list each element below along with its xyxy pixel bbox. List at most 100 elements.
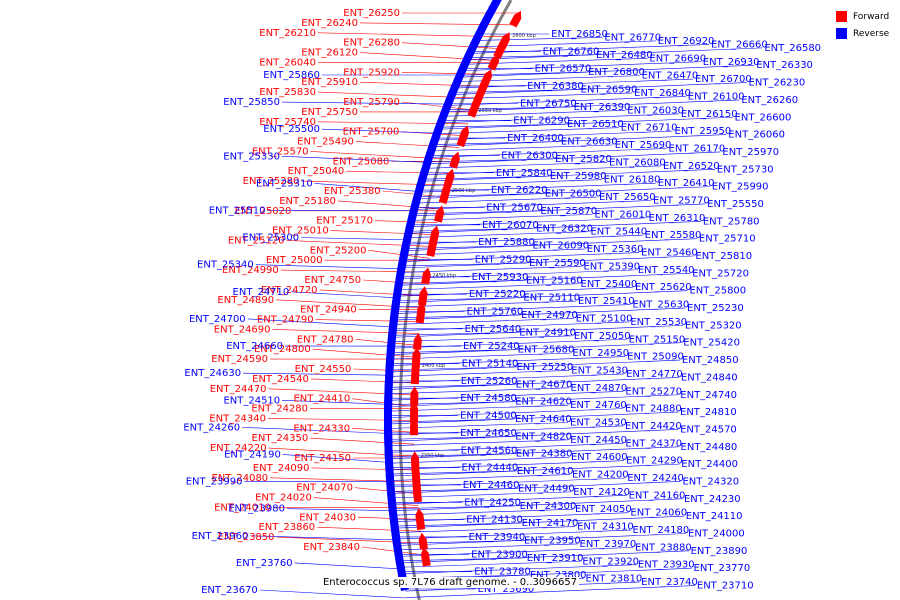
legend-reverse-label: Reverse	[853, 28, 890, 39]
forward-label-connector	[357, 517, 420, 520]
reverse-label-connector	[414, 200, 652, 210]
reverse-gene-label: ENT_25090	[627, 352, 684, 363]
reverse-label-connector	[416, 186, 710, 199]
reverse-gene-label: ENT_24290	[626, 456, 683, 467]
reverse-gene-label: ENT_24000	[688, 529, 745, 540]
forward-label-connector	[352, 428, 415, 433]
forward-gene-label: ENT_24780	[297, 334, 354, 345]
reverse-gene-label: ENT_23740	[641, 577, 698, 588]
reverse-gene-label: ENT_25320	[685, 320, 742, 331]
forward-gene-label: ENT_23860	[258, 522, 315, 533]
forward-feature	[443, 168, 455, 189]
reverse-gene-label: ENT_25810	[695, 251, 752, 262]
reverse-gene-label: ENT_24050	[575, 504, 632, 515]
reverse-label-connector	[301, 237, 408, 240]
reverse-label-connector	[282, 399, 389, 405]
reverse-label-connector	[387, 411, 679, 425]
reverse-gene-label: ENT_24610	[517, 466, 574, 477]
reverse-label-connector	[396, 290, 688, 303]
reverse-label-connector	[391, 325, 683, 338]
reverse-gene-label: ENT_23760	[236, 558, 293, 569]
forward-gene-label: ENT_24590	[211, 354, 268, 365]
reverse-gene-label: ENT_26070	[482, 220, 539, 231]
forward-gene-label: ENT_25280	[243, 176, 300, 187]
reverse-gene-label: ENT_26660	[711, 39, 768, 50]
reverse-gene-label: ENT_25270	[625, 386, 682, 397]
reverse-label-connector	[390, 338, 627, 349]
reverse-gene-label: ENT_26570	[535, 64, 592, 75]
reverse-gene-label: ENT_24440	[462, 463, 519, 474]
reverse-gene-label: ENT_25580	[645, 230, 702, 241]
reverse-label-connector	[469, 44, 710, 54]
forward-swatch-icon	[836, 11, 847, 22]
forward-gene-label: ENT_26250	[343, 8, 400, 19]
reverse-gene-label: ENT_24180	[633, 525, 690, 536]
reverse-gene-label: ENT_26080	[609, 157, 666, 168]
reverse-label-connector	[454, 78, 694, 89]
forward-gene-label: ENT_24150	[294, 453, 351, 464]
forward-feature	[456, 125, 470, 148]
reverse-gene-label: ENT_23890	[691, 546, 748, 557]
reverse-label-connector	[393, 307, 686, 321]
gene-features	[384, 0, 522, 591]
forward-gene-label: ENT_25040	[288, 166, 345, 177]
reverse-gene-label: ENT_26290	[513, 116, 570, 127]
reverse-label-connector	[431, 144, 613, 152]
reverse-label-connector	[434, 130, 673, 141]
reverse-gene-label: ENT_24580	[460, 393, 517, 404]
reverse-label-connector	[388, 377, 679, 390]
reverse-gene-label: ENT_24600	[571, 452, 628, 463]
reverse-label-connector	[387, 408, 624, 418]
reverse-gene-label: ENT_25690	[615, 140, 672, 151]
forward-feature	[426, 234, 438, 257]
reverse-gene-label: ENT_25530	[630, 317, 687, 328]
reverse-gene-label: ENT_25820	[555, 154, 612, 165]
reverse-gene-label: ENT_25250	[516, 362, 573, 373]
reverse-gene-label: ENT_26760	[543, 46, 600, 57]
reverse-gene-label: ENT_24060	[630, 508, 687, 519]
reverse-gene-label: ENT_26840	[634, 88, 691, 99]
forward-label-connector	[353, 368, 416, 372]
genome-caption-text: Enterococcus sp. 7L76 draft genome. - 0.…	[320, 577, 580, 588]
forward-label-connector	[267, 418, 415, 421]
reverse-label-connector	[388, 429, 679, 442]
reverse-label-connector	[397, 283, 579, 291]
forward-gene-label: ENT_25790	[343, 97, 400, 108]
reverse-label-connector	[291, 291, 397, 299]
forward-label-connector	[368, 250, 430, 259]
forward-label-connector	[355, 141, 460, 148]
reverse-label-connector	[399, 269, 636, 280]
reverse-gene-label: ENT_24810	[680, 407, 737, 418]
forward-feature	[415, 301, 426, 324]
reverse-label-connector	[396, 297, 522, 301]
forward-gene-label: ENT_24890	[217, 295, 274, 306]
forward-label-connector	[401, 42, 502, 49]
reverse-gene-label: ENT_26330	[756, 60, 813, 71]
reverse-gene-label: ENT_24380	[516, 449, 573, 460]
reverse-gene-label: ENT_24570	[680, 424, 737, 435]
forward-gene-label: ENT_25080	[333, 156, 390, 167]
reverse-label-connector	[395, 300, 576, 308]
forward-feature	[418, 532, 428, 550]
reverse-label-connector	[396, 286, 633, 297]
reverse-gene-label: ENT_25590	[529, 258, 586, 269]
reverse-gene-label: ENT_25620	[635, 282, 692, 293]
reverse-gene-label: ENT_25260	[461, 376, 518, 387]
reverse-gene-label: ENT_25860	[263, 70, 320, 81]
forward-gene-label: ENT_25570	[252, 146, 309, 157]
reverse-gene-label: ENT_25500	[263, 124, 320, 135]
reverse-swatch-icon	[836, 28, 847, 39]
reverse-gene-label: ENT_25240	[463, 341, 520, 352]
scale-tick-label: 2550 kbp	[479, 108, 503, 114]
reverse-gene-label: ENT_24560	[461, 445, 518, 456]
reverse-label-connector	[459, 71, 587, 76]
reverse-label-connector	[392, 332, 518, 336]
reverse-gene-label: ENT_25140	[462, 359, 519, 370]
reverse-label-connector	[255, 264, 402, 270]
reverse-gene-label: ENT_26150	[681, 109, 738, 120]
reverse-label-connector	[440, 113, 679, 124]
label-connector-lines	[242, 12, 763, 599]
reverse-label-connector	[394, 304, 631, 314]
reverse-gene-label: ENT_24970	[521, 310, 578, 321]
reverse-gene-label: ENT_25640	[465, 324, 522, 335]
